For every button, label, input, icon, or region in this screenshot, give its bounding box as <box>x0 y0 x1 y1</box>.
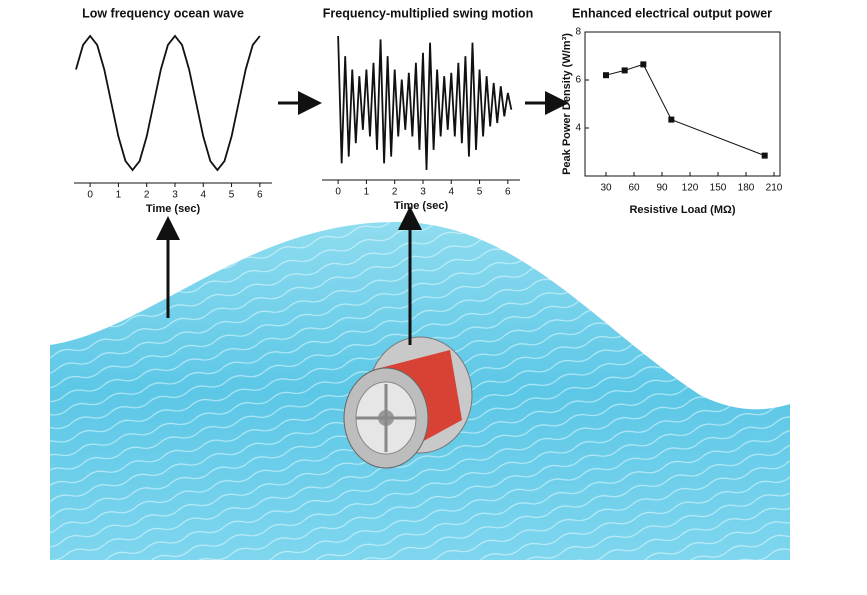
x-tick-label: 120 <box>682 183 699 194</box>
data-point <box>761 152 768 159</box>
plot-frame <box>584 31 781 177</box>
x-tick-label: 0 <box>87 190 93 201</box>
x-tick-label: 3 <box>420 187 426 198</box>
data-point <box>668 116 675 123</box>
x-tick-label: 3 <box>172 190 178 201</box>
x-tick-label: 4 <box>448 187 454 198</box>
x-tick-label: 6 <box>257 190 263 201</box>
data-line <box>337 35 513 171</box>
y-tick-label: 6 <box>575 75 581 86</box>
chart-title: Low frequency ocean wave <box>82 6 244 20</box>
data-point <box>603 72 610 79</box>
x-tick-label: 0 <box>335 187 341 198</box>
x-tick-label: 2 <box>144 190 150 201</box>
x-tick-label: 5 <box>229 190 235 201</box>
chart-title: Frequency-multiplied swing motion <box>323 6 533 20</box>
data-line <box>605 63 765 157</box>
generator-device <box>343 336 473 469</box>
data-line <box>75 34 261 172</box>
x-axis-label: Resistive Load (MΩ) <box>629 204 735 216</box>
data-point <box>621 67 628 74</box>
x-tick-label: 210 <box>766 183 783 194</box>
x-tick-label: 1 <box>116 190 122 201</box>
data-point <box>640 61 647 68</box>
x-tick-label: 4 <box>200 190 206 201</box>
x-tick-label: 180 <box>738 183 755 194</box>
x-tick-label: 90 <box>656 183 668 194</box>
x-tick-label: 2 <box>392 187 398 198</box>
x-tick-label: 60 <box>628 183 640 194</box>
y-tick-label: 8 <box>575 27 581 38</box>
x-tick-label: 150 <box>710 183 727 194</box>
y-tick-label: 4 <box>575 123 581 134</box>
x-tick-label: 1 <box>364 187 370 198</box>
chart-title: Enhanced electrical output power <box>572 6 772 20</box>
x-axis-label: Time (sec) <box>394 200 449 212</box>
y-axis-label: Peak Power Density (W/m³) <box>561 33 573 175</box>
x-tick-label: 6 <box>505 187 511 198</box>
x-tick-label: 30 <box>600 183 612 194</box>
x-tick-label: 5 <box>477 187 483 198</box>
x-axis-label: Time (sec) <box>146 203 201 215</box>
